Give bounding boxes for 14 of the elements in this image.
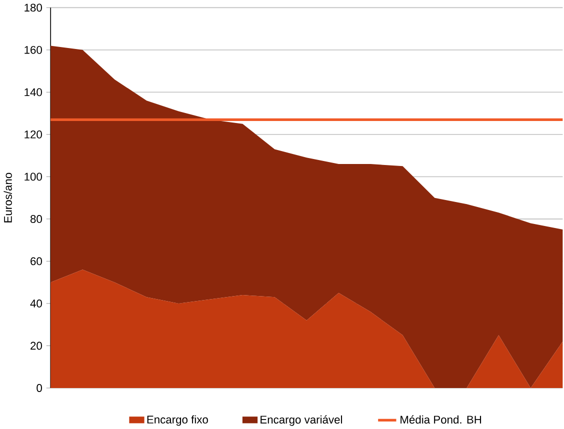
y-axis-title: Euros/ano xyxy=(4,172,12,222)
y-tick-label: 20 xyxy=(30,342,42,350)
y-tick-label: 100 xyxy=(24,172,42,180)
y-tick-label: 80 xyxy=(30,214,42,223)
legend-label: Encargo fixo xyxy=(147,415,208,426)
y-tick-label: 180 xyxy=(24,4,42,12)
legend-label: Encargo variável xyxy=(260,415,342,426)
y-tick-label: 160 xyxy=(24,46,42,54)
y-tick-label: 40 xyxy=(30,299,42,308)
y-tick-label: 140 xyxy=(24,88,42,96)
y-tick-label: 0 xyxy=(36,384,42,392)
y-tick-label: 120 xyxy=(24,130,42,138)
y-tick-label: 60 xyxy=(30,257,42,265)
legend-label: Média Pond. BH xyxy=(400,415,482,424)
